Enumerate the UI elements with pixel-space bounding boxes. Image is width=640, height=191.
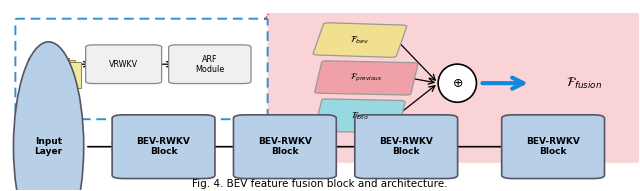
Text: ARF
Module: ARF Module bbox=[195, 54, 225, 74]
FancyBboxPatch shape bbox=[28, 57, 69, 83]
FancyBboxPatch shape bbox=[86, 45, 162, 83]
FancyBboxPatch shape bbox=[39, 62, 81, 88]
Text: BEV-RWKV
Block: BEV-RWKV Block bbox=[136, 137, 191, 156]
FancyBboxPatch shape bbox=[33, 60, 75, 85]
FancyBboxPatch shape bbox=[502, 115, 605, 179]
Text: Fig. 4. BEV feature fusion block and architecture.: Fig. 4. BEV feature fusion block and arc… bbox=[192, 179, 448, 189]
Text: BEV-RWKV
Block: BEV-RWKV Block bbox=[526, 137, 580, 156]
FancyBboxPatch shape bbox=[315, 61, 418, 95]
FancyBboxPatch shape bbox=[266, 13, 639, 163]
Text: BEV-RWKV
Block: BEV-RWKV Block bbox=[258, 137, 312, 156]
FancyBboxPatch shape bbox=[112, 115, 215, 179]
FancyBboxPatch shape bbox=[315, 99, 405, 133]
FancyBboxPatch shape bbox=[169, 45, 251, 83]
Ellipse shape bbox=[13, 42, 84, 191]
Text: $\mathcal{F}_{bev}$: $\mathcal{F}_{bev}$ bbox=[350, 34, 370, 46]
Text: $\mathcal{F}_{previous}$: $\mathcal{F}_{previous}$ bbox=[350, 72, 383, 84]
FancyBboxPatch shape bbox=[15, 19, 268, 119]
Text: $\mathcal{F}_{fusion}$: $\mathcal{F}_{fusion}$ bbox=[566, 76, 602, 91]
Text: $\oplus$: $\oplus$ bbox=[452, 77, 463, 90]
FancyBboxPatch shape bbox=[355, 115, 458, 179]
FancyBboxPatch shape bbox=[313, 23, 407, 57]
Text: VRWKV: VRWKV bbox=[109, 60, 138, 69]
Ellipse shape bbox=[438, 64, 476, 102]
Text: $\mathcal{F}_{bto}$: $\mathcal{F}_{bto}$ bbox=[351, 110, 369, 122]
Text: BEV-RWKV
Block: BEV-RWKV Block bbox=[380, 137, 433, 156]
Text: Input
Layer: Input Layer bbox=[35, 137, 63, 156]
FancyBboxPatch shape bbox=[234, 115, 336, 179]
